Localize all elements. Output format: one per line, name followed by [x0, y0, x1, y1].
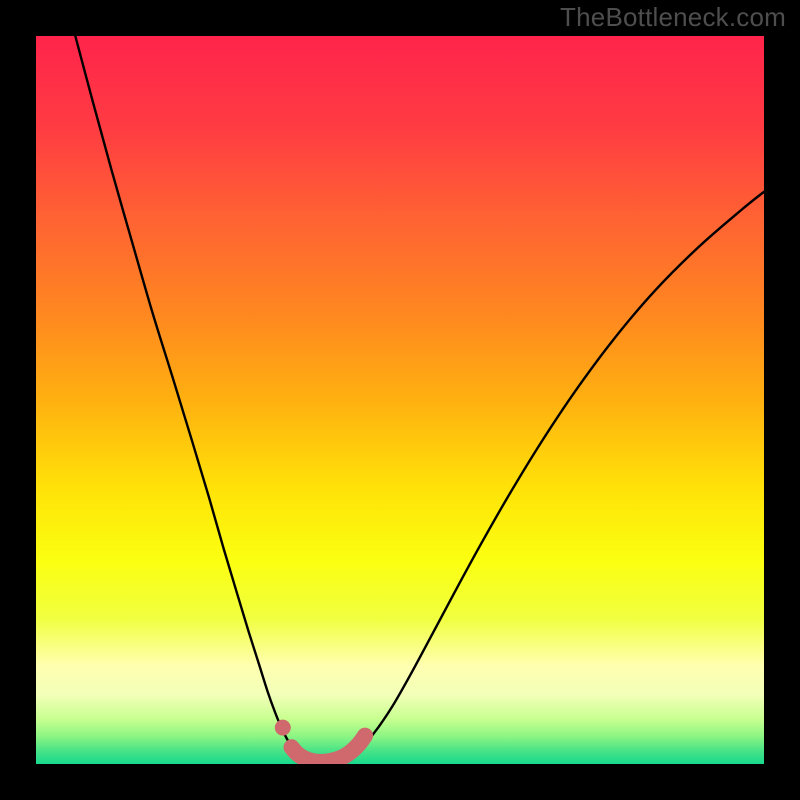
watermark-text: TheBottleneck.com	[560, 2, 786, 33]
chart-frame: TheBottleneck.com	[0, 0, 800, 800]
plot-area	[36, 36, 764, 764]
chart-svg	[36, 36, 764, 764]
marker-dot	[275, 720, 291, 736]
gradient-background	[36, 36, 764, 764]
